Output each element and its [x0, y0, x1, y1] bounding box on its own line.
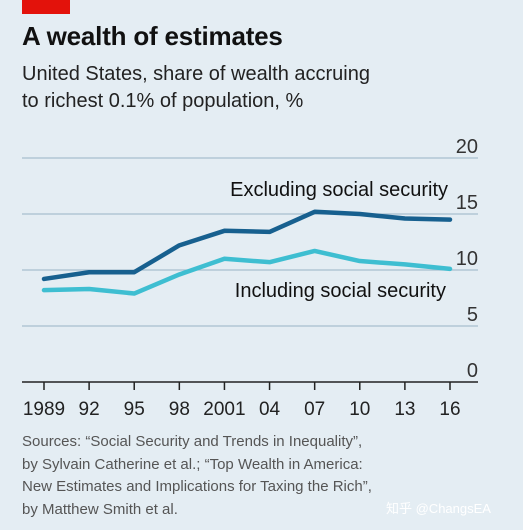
series-label: Including social security: [235, 280, 446, 302]
y-tick-label: 0: [467, 360, 478, 382]
chart-subtitle: United States, share of wealth accruing …: [22, 61, 502, 115]
x-tick-label: 16: [439, 399, 460, 420]
source-line: by Sylvain Catherine et al.; “Top Wealth…: [22, 455, 363, 473]
x-tick-label: 10: [349, 399, 370, 420]
x-tick-label: 13: [394, 399, 415, 420]
x-tick-label: 2001: [203, 399, 245, 420]
subtitle-line: United States, share of wealth accruing: [22, 63, 370, 85]
x-tick-label: 95: [124, 399, 145, 420]
y-tick-label: 5: [467, 304, 478, 326]
source-line: Sources: “Social Security and Trends in …: [22, 433, 363, 450]
x-tick-label: 04: [259, 399, 281, 420]
x-tick-label: 98: [169, 399, 190, 420]
line-chart: 0 5 10 15 20 1989 92 95 98 2001 04 07 10 13 16 Excludin…: [22, 136, 478, 420]
x-tick-label: 92: [79, 399, 100, 420]
series-line-including-social-security: [41, 248, 453, 296]
sources-note: Sources: “Social Security and Trends in …: [22, 431, 512, 521]
y-tick-label: 20: [456, 136, 478, 158]
series-label: Excluding social security: [230, 179, 448, 201]
subtitle-line: to richest 0.1% of population, %: [22, 90, 304, 112]
source-line: New Estimates and Implications for Taxin…: [22, 478, 372, 495]
watermark: 知乎 @ChangsEA: [386, 501, 491, 516]
brand-tag: [22, 0, 70, 14]
x-tick-label: 07: [304, 399, 325, 420]
x-tick-label: 1989: [23, 399, 65, 420]
y-tick-label: 15: [456, 192, 478, 214]
source-line: by Matthew Smith et al.: [22, 500, 178, 518]
chart-title: A wealth of estimates: [22, 21, 283, 51]
series-line-excluding-social-security: [41, 209, 453, 282]
y-tick-label: 10: [456, 248, 478, 270]
